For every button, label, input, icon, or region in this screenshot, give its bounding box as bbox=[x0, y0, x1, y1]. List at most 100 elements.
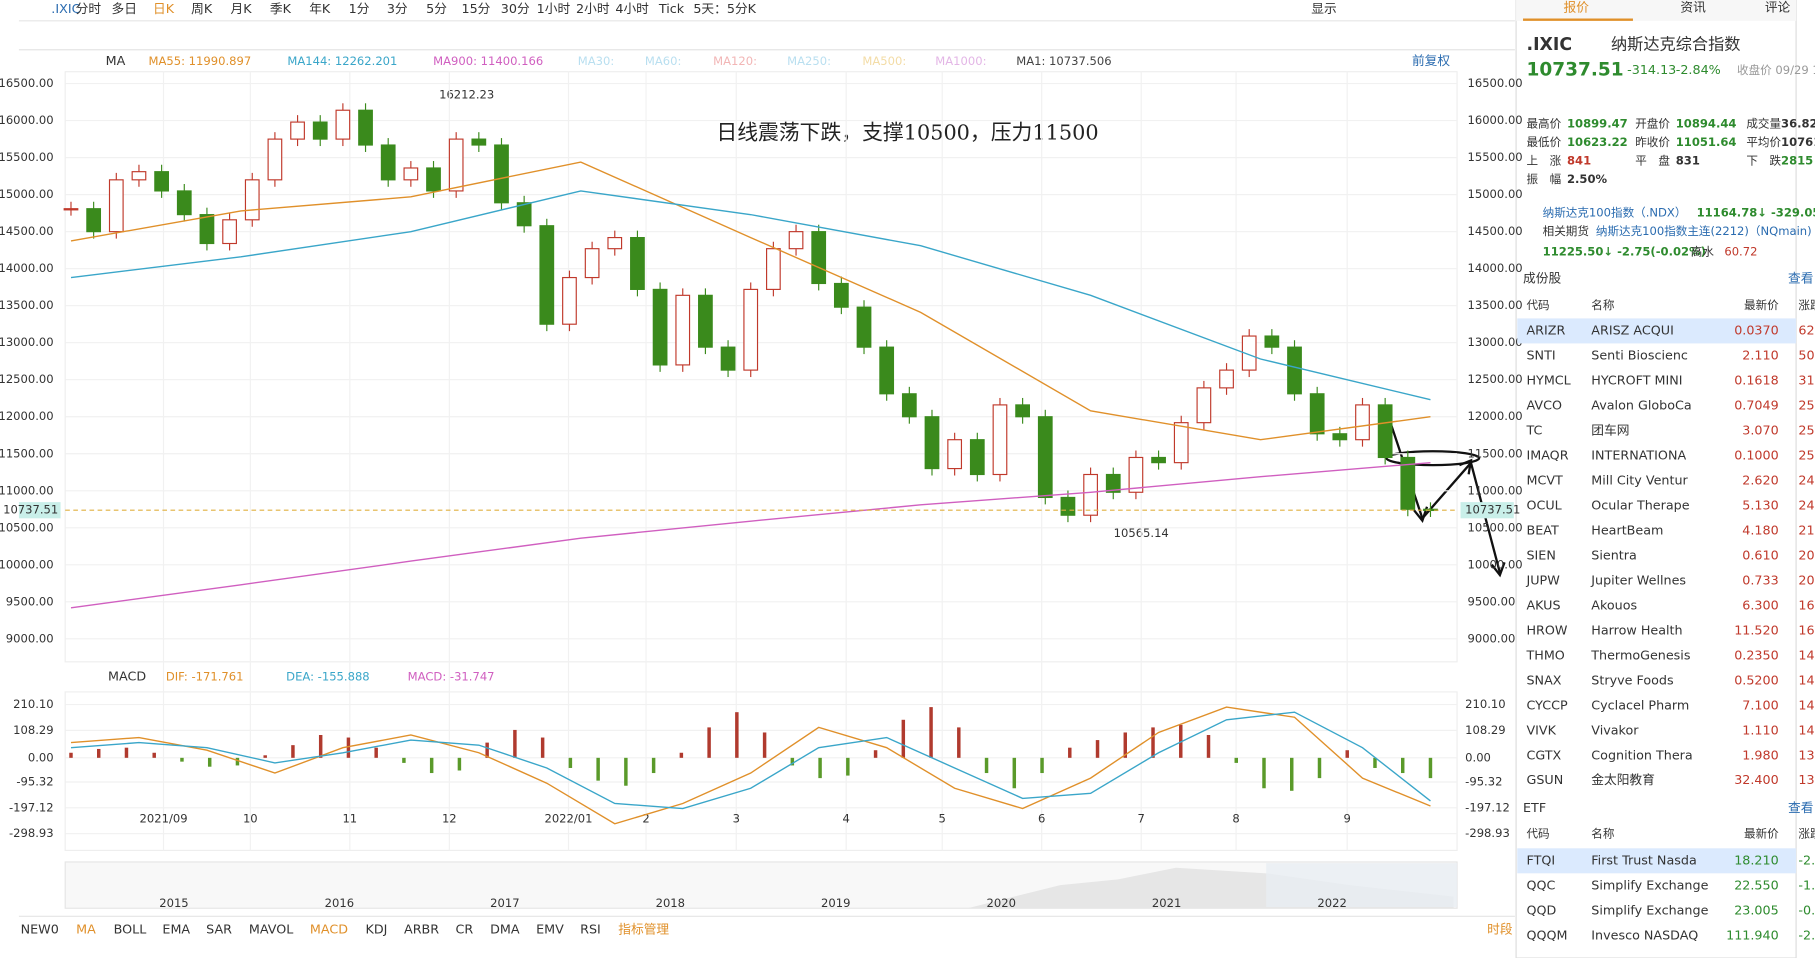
side-tab[interactable]: 资讯 bbox=[1680, 0, 1706, 15]
indicator-tab[interactable]: RSI bbox=[580, 922, 601, 937]
cell[interactable]: Harrow Health bbox=[1591, 622, 1682, 637]
period-tab[interactable]: 5天：5分K bbox=[693, 1, 756, 16]
cell[interactable]: 金太阳教育 bbox=[1591, 772, 1655, 787]
related[interactable]: 纳斯达克100指数主连(2212)（NQmain) bbox=[1596, 224, 1812, 238]
cell[interactable]: Invesco NASDAQ bbox=[1591, 927, 1698, 942]
indicator-tab[interactable]: BOLL bbox=[114, 922, 148, 937]
period-tab[interactable]: 日K bbox=[153, 1, 175, 16]
period-tab[interactable]: 1分 bbox=[349, 1, 370, 16]
cell[interactable]: MCVT bbox=[1526, 472, 1563, 487]
indicator-tab[interactable]: MACD bbox=[310, 922, 348, 937]
y-tick-label: 15500.00 bbox=[1467, 150, 1522, 164]
indicator-tab[interactable]: SAR bbox=[206, 922, 232, 937]
indicator-tab[interactable]: DMA bbox=[490, 922, 520, 937]
related[interactable]: 纳斯达克100指数（.NDX） bbox=[1543, 205, 1687, 219]
cell[interactable]: AKUS bbox=[1526, 597, 1560, 612]
period-tab[interactable]: 2小时 bbox=[576, 1, 610, 16]
indicator-tab[interactable]: KDJ bbox=[365, 922, 387, 937]
cell: 0.610 bbox=[1742, 547, 1778, 562]
cell[interactable]: AVCO bbox=[1526, 397, 1561, 412]
cell[interactable]: Sientra bbox=[1591, 547, 1637, 562]
period-tab[interactable]: 5分 bbox=[426, 1, 447, 16]
cell[interactable]: ThermoGenesis bbox=[1590, 647, 1690, 662]
cell[interactable]: QQC bbox=[1526, 877, 1555, 892]
cell[interactable]: Ocular Therape bbox=[1591, 497, 1689, 512]
indicator-tab[interactable]: NEW0 bbox=[21, 922, 59, 937]
y-tick-label: 0.00 bbox=[28, 750, 54, 764]
period-tab[interactable]: 周K bbox=[191, 1, 213, 16]
row-highlight[interactable] bbox=[1517, 318, 1797, 344]
cell[interactable]: SIEN bbox=[1526, 547, 1555, 562]
indicator-tab[interactable]: MAVOL bbox=[249, 922, 294, 937]
cell[interactable]: 团车网 bbox=[1591, 422, 1629, 437]
stat: 2.50% bbox=[1567, 172, 1608, 186]
period-tab[interactable]: 分时 bbox=[76, 1, 102, 16]
indicator-tab[interactable]: 指标管理 bbox=[618, 922, 669, 937]
side-tab[interactable]: 报价 bbox=[1564, 0, 1590, 15]
cell[interactable]: QQD bbox=[1526, 902, 1556, 917]
cell[interactable]: CGTX bbox=[1526, 747, 1561, 762]
indicator-tab[interactable]: EMV bbox=[536, 922, 564, 937]
period-tab[interactable]: 4小时 bbox=[615, 1, 649, 16]
period-tab[interactable]: 1小时 bbox=[537, 1, 571, 16]
cell[interactable]: GSUN bbox=[1526, 772, 1563, 787]
indicator-tab[interactable]: MA bbox=[76, 922, 96, 937]
cell[interactable]: THMO bbox=[1525, 647, 1564, 662]
cell[interactable]: Stryve Foods bbox=[1591, 672, 1673, 687]
row-highlight[interactable] bbox=[1517, 848, 1797, 874]
cell[interactable]: First Trust Nasda bbox=[1591, 852, 1696, 867]
period-tab[interactable]: 30分 bbox=[501, 1, 530, 16]
cell[interactable]: Simplify Exchange bbox=[1591, 902, 1708, 917]
period-tab[interactable]: 3分 bbox=[387, 1, 408, 16]
indicator-tab[interactable]: CR bbox=[456, 922, 474, 937]
cell[interactable]: CYCCP bbox=[1526, 697, 1567, 712]
cell[interactable]: Avalon GloboCa bbox=[1591, 397, 1691, 412]
symbol[interactable]: .IXIC bbox=[51, 1, 80, 16]
navigator-window[interactable] bbox=[1266, 863, 1458, 908]
y-tick-label: -298.93 bbox=[1465, 826, 1510, 840]
period-tab[interactable]: 月K bbox=[231, 1, 253, 16]
cell[interactable]: QQQM bbox=[1526, 927, 1567, 942]
cell[interactable]: ARISZ ACQUI bbox=[1591, 322, 1674, 337]
cell[interactable]: INTERNATIONA bbox=[1591, 447, 1686, 462]
y-tick-label: 11500.00 bbox=[1467, 446, 1522, 460]
cell[interactable]: ARIZR bbox=[1526, 322, 1565, 337]
cell[interactable]: SNTI bbox=[1526, 347, 1555, 362]
cell[interactable]: OCUL bbox=[1526, 497, 1562, 512]
cell[interactable]: TC bbox=[1525, 422, 1542, 437]
cell[interactable]: HROW bbox=[1526, 622, 1567, 637]
period-tab[interactable]: 15分 bbox=[461, 1, 490, 16]
adjust[interactable]: 前复权 bbox=[1412, 53, 1450, 68]
cell[interactable]: Senti Bioscienc bbox=[1591, 347, 1688, 362]
period-tab[interactable]: 年K bbox=[309, 1, 331, 16]
cell[interactable]: Jupiter Wellnes bbox=[1590, 572, 1686, 587]
period-tab[interactable]: 季K bbox=[270, 1, 292, 16]
indicator-tab[interactable]: ARBR bbox=[404, 922, 439, 937]
cell[interactable]: BEAT bbox=[1526, 522, 1558, 537]
cell[interactable]: Akouos bbox=[1591, 597, 1637, 612]
cell[interactable]: FTQI bbox=[1526, 852, 1555, 867]
cell[interactable]: Cognition Thera bbox=[1591, 747, 1692, 762]
section-more[interactable]: 查看 bbox=[1788, 270, 1813, 285]
y-tick-label: 13500.00 bbox=[0, 298, 54, 312]
cell[interactable]: HYMCL bbox=[1526, 372, 1571, 387]
y-tick-label: 10000.00 bbox=[1467, 557, 1522, 571]
cell[interactable]: Cyclacel Pharm bbox=[1591, 697, 1689, 712]
cell[interactable]: Mill City Ventur bbox=[1591, 472, 1688, 487]
period-tab[interactable]: 多日 bbox=[111, 1, 136, 16]
cell[interactable]: JUPW bbox=[1525, 572, 1560, 587]
cell[interactable]: Vivakor bbox=[1591, 722, 1639, 737]
section-more[interactable]: 查看 bbox=[1788, 800, 1813, 815]
indicator-tab[interactable]: EMA bbox=[162, 922, 190, 937]
cell[interactable]: Simplify Exchange bbox=[1591, 877, 1708, 892]
cell[interactable]: VIVK bbox=[1526, 722, 1556, 737]
cell[interactable]: SNAX bbox=[1526, 672, 1561, 687]
cell: 18.210 bbox=[1734, 852, 1779, 867]
display[interactable]: 显示 bbox=[1311, 1, 1336, 16]
session[interactable]: 时段 bbox=[1487, 922, 1513, 937]
cell[interactable]: HYCROFT MINI bbox=[1591, 372, 1682, 387]
cell[interactable]: IMAQR bbox=[1526, 447, 1568, 462]
side-tab[interactable]: 评论 bbox=[1765, 0, 1791, 15]
cell[interactable]: HeartBeam bbox=[1591, 522, 1663, 537]
period-tab[interactable]: Tick bbox=[658, 1, 685, 16]
